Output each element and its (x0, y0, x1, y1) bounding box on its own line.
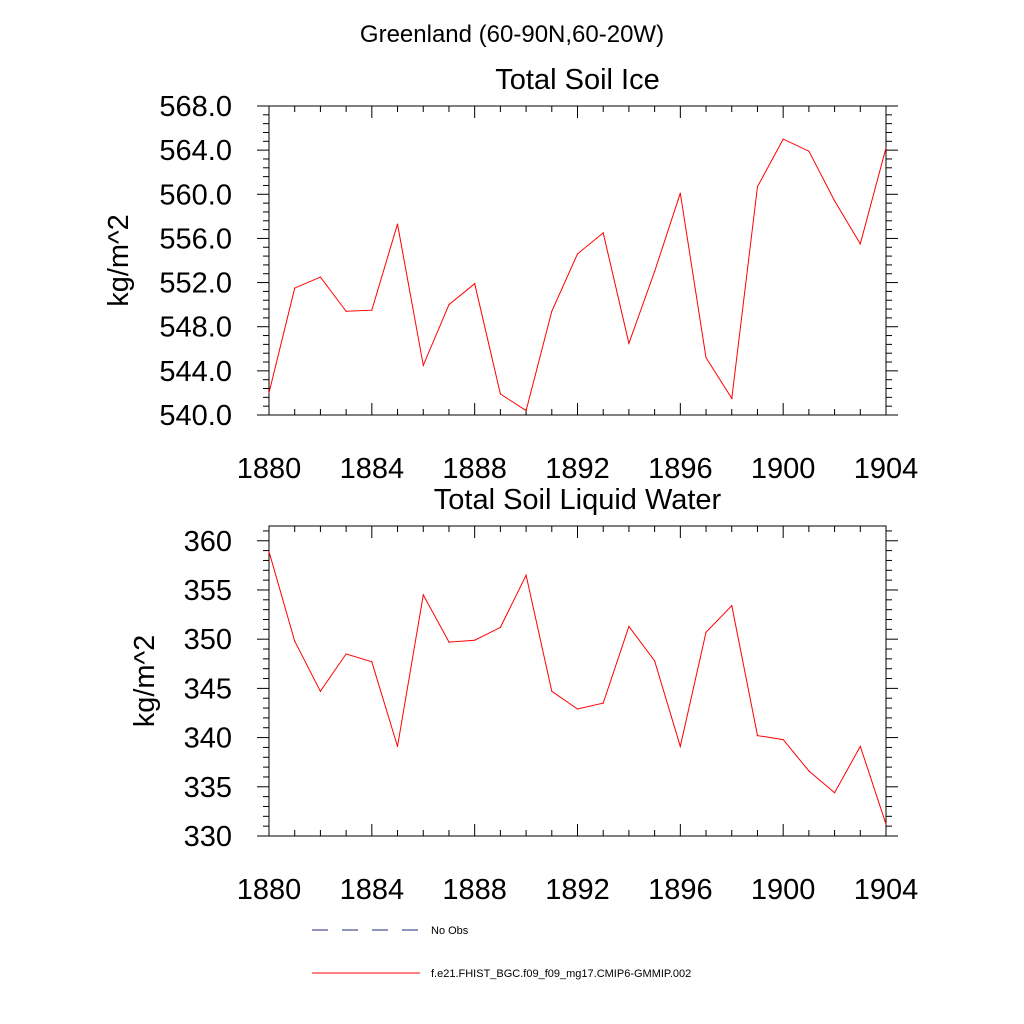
y-tick-label: 560.0 (159, 179, 232, 211)
x-tick-label: 1884 (340, 874, 405, 906)
plot-frame (268, 105, 887, 416)
data-point (576, 253, 579, 255)
data-point (319, 690, 322, 692)
data-point (294, 287, 296, 289)
data-point (268, 392, 270, 394)
data-point (654, 270, 656, 273)
legend-label: f.e21.FHIST_BGC.f09_f09_mg17.CMIP6-GMMIP… (431, 968, 691, 980)
y-axis-label: kg/m^2 (129, 635, 161, 728)
x-tick-label: 1904 (854, 453, 919, 485)
data-point (448, 641, 450, 643)
data-point (731, 605, 733, 607)
data-point (499, 626, 501, 628)
data-point (859, 243, 861, 245)
data-point (319, 276, 322, 278)
data-point (551, 310, 553, 312)
y-tick-label: 335 (184, 772, 232, 804)
chart-title: Total Soil Liquid Water (434, 484, 722, 516)
data-point (396, 745, 399, 748)
data-point (268, 550, 270, 553)
y-tick-label: 350 (184, 624, 232, 656)
chart-panel-2: Total Soil Liquid Water kg/m^2 1880 1884 188… (129, 484, 918, 906)
chart-panel-1: Total Soil Ice kg/m^2 1880 1884 1888 1892 1896… (103, 64, 918, 485)
x-tick-label: 1904 (854, 874, 919, 906)
y-tick-label: 345 (184, 673, 232, 705)
x-tick-label: 1896 (648, 453, 713, 485)
x-tick-label: 1892 (545, 453, 610, 485)
x-tick-label: 1880 (237, 453, 302, 485)
data-point (679, 192, 681, 194)
data-point (576, 708, 579, 710)
y-tick-label: 355 (184, 575, 232, 607)
y-tick-label: 340 (184, 723, 232, 755)
data-point (422, 594, 424, 596)
data-point (782, 138, 784, 140)
y-tick-label: 564.0 (159, 135, 232, 167)
data-point (885, 147, 887, 149)
data-point (731, 397, 733, 400)
data-point (705, 357, 707, 359)
data-point (499, 393, 501, 395)
x-tick-label: 1884 (340, 453, 405, 485)
series-line (268, 551, 887, 825)
data-point (833, 792, 836, 794)
data-point (833, 200, 836, 202)
data-point (628, 342, 630, 344)
data-point (602, 702, 604, 704)
x-tick-label: 1888 (442, 453, 507, 485)
data-point (525, 574, 527, 576)
y-tick-label: 540.0 (159, 400, 232, 432)
legend-label: No Obs (431, 925, 469, 937)
legend: No Obs f.e21.FHIST_BGC.f09_f09_mg17.CMIP6… (312, 925, 691, 980)
plot-frame (268, 525, 887, 837)
data-point (628, 625, 630, 627)
data-point (396, 223, 399, 225)
x-tick-label: 1880 (237, 874, 302, 906)
data-point (654, 660, 656, 662)
data-point (602, 232, 604, 234)
data-point (294, 640, 296, 642)
data-point (885, 823, 887, 825)
data-point (345, 653, 347, 655)
data-point (756, 735, 759, 737)
data-point (474, 639, 476, 641)
data-point (782, 738, 784, 741)
data-point (371, 309, 373, 311)
data-point (705, 631, 707, 633)
y-tick-label: 360 (184, 526, 232, 558)
data-point (422, 364, 424, 366)
data-point (345, 310, 347, 312)
data-point (808, 770, 810, 772)
chart-title: Total Soil Ice (495, 64, 659, 96)
y-tick-label: 544.0 (159, 356, 232, 388)
y-tick-label: 330 (184, 821, 232, 853)
data-point (679, 745, 681, 748)
y-tick-label: 556.0 (159, 223, 232, 255)
y-tick-label: 552.0 (159, 268, 232, 300)
x-tick-label: 1892 (545, 874, 610, 906)
data-point (448, 304, 450, 306)
page-title: Greenland (60-90N,60-20W) (360, 21, 664, 48)
series-line (268, 138, 887, 412)
x-tick-label: 1896 (648, 874, 713, 906)
data-point (756, 185, 759, 188)
y-tick-label: 568.0 (159, 91, 232, 123)
y-axis-label: kg/m^2 (103, 214, 135, 307)
y-tick-label: 548.0 (159, 312, 232, 344)
data-point (859, 745, 861, 748)
data-point (371, 661, 373, 663)
x-tick-label: 1900 (751, 874, 816, 906)
data-point (474, 283, 476, 285)
x-tick-label: 1900 (751, 453, 816, 485)
data-point (525, 409, 527, 412)
data-point (551, 690, 553, 692)
data-point (808, 150, 810, 152)
x-tick-label: 1888 (442, 874, 507, 906)
